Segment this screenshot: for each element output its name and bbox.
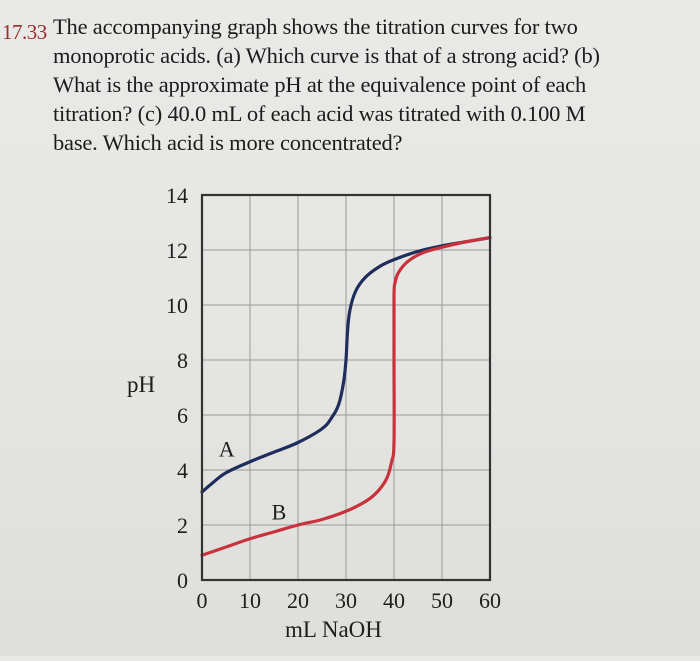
problem-line-5: base. Which acid is more concentrated? [53, 130, 403, 155]
problem-text: The accompanying graph shows the titrati… [53, 12, 665, 157]
y-tick-label: 2 [177, 513, 188, 538]
y-tick-label: 14 [166, 183, 188, 208]
x-tick-label: 50 [431, 588, 453, 613]
problem-line-1: The accompanying graph shows the titrati… [53, 14, 578, 39]
y-tick-label: 12 [166, 238, 188, 263]
y-tick-labels: 0 2 4 6 8 10 12 14 [166, 183, 188, 593]
series-label-b: B [272, 500, 287, 525]
chart-grid [201, 194, 491, 581]
x-tick-label: 0 [197, 588, 208, 613]
problem-line-3: What is the approximate pH at the equiva… [53, 72, 586, 97]
y-tick-label: 6 [177, 403, 188, 428]
series-labels: AB [219, 436, 286, 524]
problem-number: 17.33 [2, 20, 47, 44]
plot-frame [200, 193, 492, 582]
problem-line-2: monoprotic acids. (a) Which curve is tha… [53, 43, 600, 68]
x-tick-label: 60 [479, 588, 501, 613]
chart-curves [200, 236, 492, 557]
y-axis-label: pH [127, 372, 155, 397]
y-tick-label: 10 [166, 293, 188, 318]
y-tick-label: 0 [177, 568, 188, 593]
y-tick-label: 4 [177, 458, 188, 483]
x-tick-label: 20 [287, 588, 309, 613]
curve-a [200, 236, 492, 494]
x-tick-label: 40 [383, 588, 405, 613]
y-tick-label: 8 [177, 348, 188, 373]
x-axis-label: mL NaOH [285, 617, 382, 642]
x-tick-label: 10 [239, 588, 261, 613]
problem-line-4: titration? (c) 40.0 mL of each acid was … [53, 101, 586, 126]
curve-b [200, 236, 492, 557]
x-tick-labels: 0 10 20 30 40 50 60 [197, 588, 502, 613]
x-tick-label: 30 [335, 588, 357, 613]
series-label-a: A [219, 436, 235, 461]
